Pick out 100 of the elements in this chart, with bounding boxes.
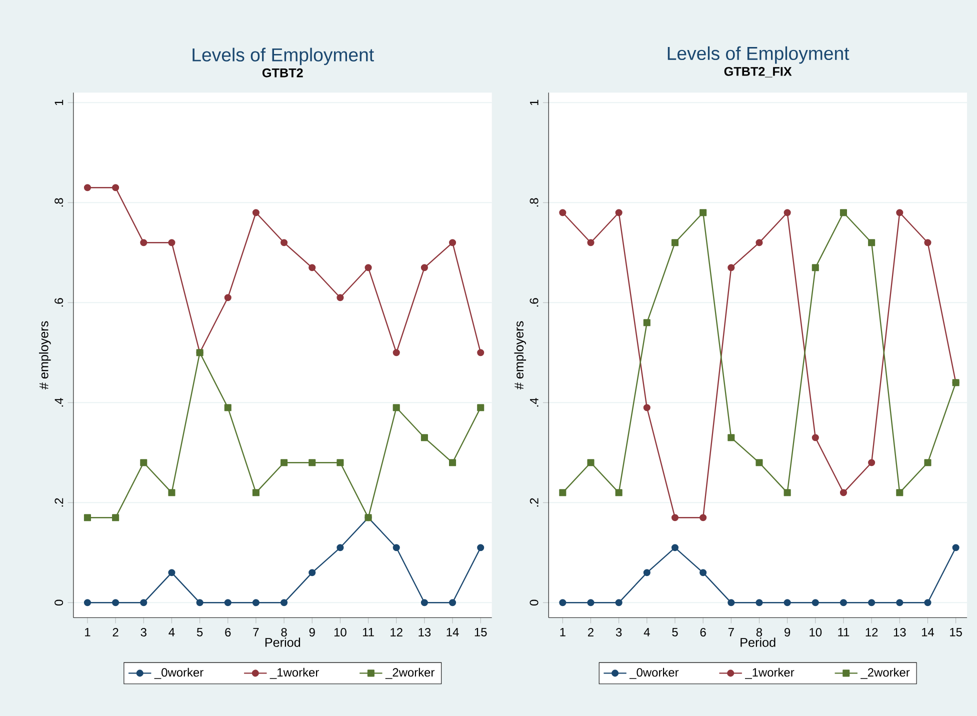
point xyxy=(196,598,204,606)
legend-label: _0worker xyxy=(154,668,204,679)
point xyxy=(615,488,622,496)
x-tick-label: 14 xyxy=(922,628,934,636)
y-tick-label: .2 xyxy=(54,498,64,506)
legend-label: _2worker xyxy=(860,668,910,679)
point xyxy=(168,488,176,496)
legend-label: _2worker xyxy=(385,668,434,679)
point xyxy=(559,208,566,216)
point xyxy=(868,238,876,246)
point xyxy=(449,458,456,466)
x-tick-label: 2 xyxy=(588,628,594,636)
x-tick-label: 12 xyxy=(390,628,402,636)
point xyxy=(756,598,763,606)
x-tick-label: 7 xyxy=(728,628,734,636)
y-axis-title: # employers xyxy=(39,321,51,390)
y-axis-title: # employers xyxy=(514,321,526,390)
x-tick-label: 15 xyxy=(474,628,487,636)
point xyxy=(280,238,288,246)
point xyxy=(140,598,148,606)
point xyxy=(587,598,594,606)
y-tick-label: .8 xyxy=(54,198,64,206)
legend-label: _1worker xyxy=(270,668,319,679)
point xyxy=(587,238,594,246)
point xyxy=(336,458,344,466)
x-tick-label: 11 xyxy=(838,628,850,636)
x-tick-label: 12 xyxy=(866,628,878,636)
point xyxy=(420,598,428,606)
y-tick-label: 0 xyxy=(530,600,538,606)
point xyxy=(477,544,484,552)
x-tick-label: 5 xyxy=(196,628,203,636)
point xyxy=(812,264,819,272)
x-tick-label: 1 xyxy=(560,628,566,636)
x-tick-label: 6 xyxy=(700,628,706,636)
point xyxy=(280,598,288,606)
point xyxy=(756,458,763,466)
point xyxy=(112,514,120,522)
point xyxy=(140,458,148,466)
point xyxy=(700,208,707,216)
x-tick-label: 13 xyxy=(418,628,431,636)
x-axis-title: Period xyxy=(265,637,300,647)
point xyxy=(449,598,456,606)
point xyxy=(952,544,960,552)
point xyxy=(308,568,316,576)
point xyxy=(812,434,819,442)
point xyxy=(477,404,484,412)
chart-title: Levels of Employment xyxy=(668,46,850,64)
x-tick-label: 8 xyxy=(281,628,287,636)
point xyxy=(112,184,120,192)
point xyxy=(756,238,763,246)
point xyxy=(784,598,791,606)
point xyxy=(168,238,176,246)
point xyxy=(392,348,400,356)
point xyxy=(224,404,232,412)
point xyxy=(84,598,91,606)
x-tick-label: 2 xyxy=(112,628,118,636)
x-tick-label: 5 xyxy=(672,628,678,636)
x-tick-label: 14 xyxy=(446,628,459,636)
point xyxy=(559,598,566,606)
point xyxy=(671,514,679,522)
point xyxy=(84,514,91,522)
point xyxy=(477,348,484,356)
point xyxy=(812,598,819,606)
point xyxy=(924,598,932,606)
x-tick-label: 6 xyxy=(225,628,231,636)
point xyxy=(671,544,679,552)
point xyxy=(896,208,904,216)
x-tick-label: 7 xyxy=(253,628,259,636)
point xyxy=(280,458,288,466)
point xyxy=(643,318,650,326)
chart-title: Levels of Employment xyxy=(192,48,374,65)
x-tick-label: 13 xyxy=(894,628,906,636)
point xyxy=(700,568,707,576)
x-tick-label: 4 xyxy=(168,628,175,636)
x-tick-label: 4 xyxy=(644,628,650,636)
point xyxy=(224,294,232,302)
point xyxy=(559,488,566,496)
point xyxy=(700,514,707,522)
y-tick-label: 1 xyxy=(530,100,538,105)
point xyxy=(615,598,622,606)
y-tick-label: .8 xyxy=(530,198,538,206)
point xyxy=(420,264,428,272)
point xyxy=(308,264,316,272)
point xyxy=(643,568,650,576)
point xyxy=(784,208,791,216)
point xyxy=(84,184,91,192)
point xyxy=(364,264,372,272)
point xyxy=(615,208,622,216)
point xyxy=(308,458,316,466)
point xyxy=(896,488,904,496)
point xyxy=(420,434,428,442)
x-tick-label: 9 xyxy=(784,628,790,636)
point xyxy=(587,458,594,466)
point xyxy=(140,238,148,246)
chart-subtitle: GTBT2 xyxy=(262,68,303,78)
x-tick-label: 1 xyxy=(85,628,90,636)
x-tick-label: 10 xyxy=(810,628,822,636)
x-tick-label: 10 xyxy=(334,628,346,636)
x-tick-label: 9 xyxy=(309,628,315,636)
point xyxy=(868,458,876,466)
